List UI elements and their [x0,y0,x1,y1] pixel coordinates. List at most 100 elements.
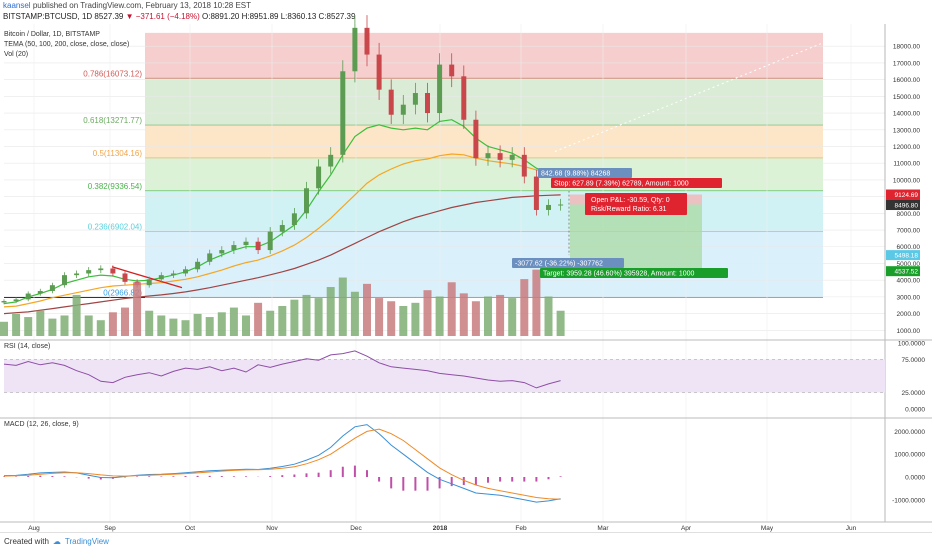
rsi-pane: 100.0000 75.0000 25.0000 0.0000 [0,339,932,414]
price-tag-label: 4537.52 [895,269,919,276]
trend-line [111,266,183,289]
fib-zone [145,32,823,79]
legend-tema: TEMA (50, 100, 200, close, close, close) [4,41,129,48]
volume-bar [447,282,456,336]
candle-body [74,273,80,276]
rsi-tick-label: 0.0000 [905,407,925,414]
candle-body [412,93,418,105]
candle-body [231,245,237,251]
fib-label: 0.382(9336.54) [88,182,143,191]
rsi-band [4,359,885,393]
volume-bar [133,282,142,336]
candle-body [195,261,201,270]
candle-body [497,153,503,160]
target-label: Target: 3959.28 (46.60%) 395928, Amount:… [543,271,694,278]
time-tick-label: May [761,525,774,532]
candle-body [37,291,43,294]
candle-body [485,153,491,159]
macd-pane: 2000.0000 1000.0000 0.0000 -1000.0000 [0,417,932,504]
candle-body [98,268,104,271]
volume-bar [435,296,444,336]
candle-body [1,301,7,303]
time-tick-label: Jun [846,525,857,532]
macd-title: MACD (12, 26, close, 9) [4,421,79,428]
time-tick-label: Dec [350,525,362,532]
open-pnl-label: Open P&L: -30.59, Qty: 0 [591,197,670,204]
fib-label: 0.236(6902.04) [88,223,143,232]
price-candles [1,15,564,305]
candle-body [255,241,261,251]
candle-body [521,154,527,177]
volume-bar [36,310,45,336]
volume-bar [532,269,541,336]
volume-bar [229,307,238,336]
volume-bar [338,277,347,336]
rsi-line [3,350,561,389]
candle-body [219,250,225,254]
candle-body [437,64,443,114]
candle-body [158,275,164,280]
price-tag [886,189,920,200]
fib-label: 0.786(16073.12) [83,69,142,78]
volume-bar [108,312,117,336]
target-label-bg [540,268,728,278]
candle-body [86,270,92,274]
macd-tick-label: 2000.0000 [894,429,925,436]
price-tick-label: 11000.00 [893,161,920,168]
top-range-label-bg [538,168,632,178]
time-tick-label: 2018 [433,525,448,532]
price-tick-label: 8000.00 [897,211,921,218]
price-axis: 1000.00 2000.00 3000.00 4000.00 5000.00 6000.… [884,24,921,522]
bottom-range-label: -3077.62 (-36.22%) -307762 [515,261,603,268]
time-tick-label: Sep [104,525,116,532]
volume-bar [484,296,492,336]
candle-body [364,27,370,55]
volume-bar [508,298,517,336]
ticker-line: BITSTAMP:BTCUSD, 1D 8527.39 ▼ −371.61 (−… [3,12,355,21]
candle-body [449,64,455,77]
volume-bar [145,310,154,336]
volume-bar [387,301,396,336]
time-tick-label: Aug [28,525,40,532]
candle-body [49,285,55,292]
macd-tick-label: -1000.0000 [892,497,925,504]
volume-bar [60,315,69,336]
volume-bar [278,305,287,336]
time-tick-label: Nov [266,525,278,532]
volume-bar [471,301,480,336]
tradingview-logo-icon[interactable]: ☁ [52,537,61,546]
volume-bar [181,320,190,336]
candle-body [304,188,309,214]
chart-canvas[interactable]: 0.786(16073.12) 0.618(13271.77) 0.5(11304.… [0,0,932,532]
username-link[interactable]: kaansel [3,1,31,10]
candle-body [291,213,297,226]
candle-body [473,119,479,159]
price-tag [886,250,920,261]
price-tick-label: 4000.00 [897,278,921,285]
candle-body [207,253,213,262]
tema-lines [3,42,824,315]
candle-body [340,71,346,155]
price-tick-label: 14000.00 [893,111,920,118]
fib-label: 0(2966.82) [103,288,142,297]
price-tick-label: 6000.00 [897,244,921,251]
volume-bar [496,294,505,336]
price-tick-label: 13000.00 [893,127,920,134]
macd-tick-label: 0.0000 [905,475,925,482]
candle-body [461,76,467,120]
price-tag-label: 8496.80 [895,203,919,210]
volume-bar [326,287,335,336]
volume-bar [254,302,263,336]
volume-bar [544,296,553,336]
price-tag [886,200,920,211]
candle-body [316,166,322,189]
stop-label: Stop: 627.89 (7.39%) 62789, Amount: 1000 [554,181,689,188]
price-tick-label: 16000.00 [893,77,920,84]
tradingview-brand[interactable]: TradingView [64,537,109,546]
candle-body [425,93,430,114]
price-tick-label: 18000.00 [893,44,920,51]
rsi-title: RSI (14, close) [4,343,50,350]
volume-bar [217,312,226,336]
fib-zone [145,231,823,298]
volume-bar [242,315,250,336]
